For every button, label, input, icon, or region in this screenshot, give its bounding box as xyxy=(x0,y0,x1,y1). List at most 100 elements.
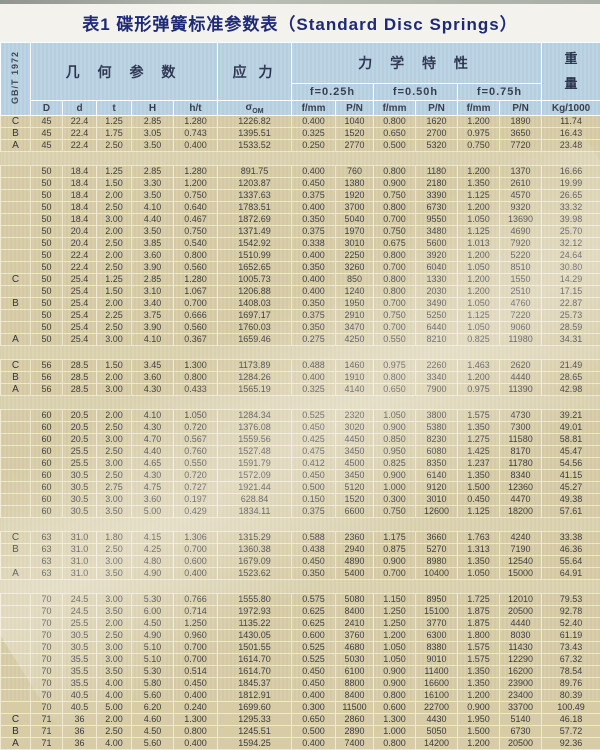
value-cell: 1565.19 xyxy=(218,384,292,396)
value-cell: 39.21 xyxy=(542,410,600,422)
value-cell: 4730 xyxy=(500,410,542,422)
value-cell: 21.49 xyxy=(542,360,600,372)
value-cell: 4500 xyxy=(336,458,374,470)
value-cell: 12290 xyxy=(500,654,542,666)
value-cell: 0.525 xyxy=(292,654,336,666)
value-cell: 4.60 xyxy=(132,714,174,726)
value-cell: 7720 xyxy=(500,140,542,152)
value-cell: 1760.03 xyxy=(218,322,292,334)
value-cell: 1173.89 xyxy=(218,360,292,372)
grade-cell xyxy=(1,482,31,494)
value-cell: 1523.62 xyxy=(218,568,292,580)
value-cell: 1.000 xyxy=(374,482,416,494)
value-cell: 1.050 xyxy=(458,214,500,226)
value-cell: 0.750 xyxy=(458,140,500,152)
value-cell: 3.50 xyxy=(97,606,132,618)
value-cell: 2890 xyxy=(336,726,374,738)
value-cell: 0.900 xyxy=(374,178,416,190)
value-cell: 31.0 xyxy=(63,544,97,556)
value-cell: 0.760 xyxy=(174,446,218,458)
value-cell: 1.050 xyxy=(374,410,416,422)
value-cell: 3.60 xyxy=(132,372,174,384)
value-cell: 0.625 xyxy=(292,618,336,630)
value-cell: 30.80 xyxy=(542,262,600,274)
value-cell: 0.350 xyxy=(292,322,336,334)
value-cell: 0.700 xyxy=(174,654,218,666)
grade-cell xyxy=(1,250,31,262)
value-cell: 0.700 xyxy=(174,544,218,556)
value-cell: 2.50 xyxy=(97,262,132,274)
grade-cell: A xyxy=(1,738,31,750)
value-cell: 4570 xyxy=(500,190,542,202)
value-cell: 1.575 xyxy=(458,654,500,666)
value-cell: 3.10 xyxy=(132,286,174,298)
value-cell: 2360 xyxy=(336,532,374,544)
grade-cell xyxy=(1,322,31,334)
value-cell: 5.10 xyxy=(132,642,174,654)
value-cell: 9010 xyxy=(416,654,458,666)
value-cell: 57.61 xyxy=(542,506,600,518)
value-cell: 3.60 xyxy=(132,494,174,506)
value-cell: 1.575 xyxy=(458,642,500,654)
value-cell: 14200 xyxy=(416,738,458,750)
value-cell: 6600 xyxy=(336,506,374,518)
value-cell: 9320 xyxy=(500,202,542,214)
value-cell: 1.125 xyxy=(458,226,500,238)
value-cell: 63 xyxy=(31,532,63,544)
value-cell: 22.4 xyxy=(63,140,97,152)
value-cell: 10400 xyxy=(416,568,458,580)
value-cell: 3.50 xyxy=(97,506,132,518)
value-cell: 1510.99 xyxy=(218,250,292,262)
value-cell: 2.00 xyxy=(97,298,132,310)
value-cell: 2.50 xyxy=(97,202,132,214)
grade-cell xyxy=(1,630,31,642)
value-cell: 3.90 xyxy=(132,262,174,274)
value-cell: 0.250 xyxy=(292,140,336,152)
value-cell: 0.743 xyxy=(174,128,218,140)
value-cell: 1572.09 xyxy=(218,470,292,482)
value-cell: 6440 xyxy=(416,322,458,334)
value-cell: 11400 xyxy=(416,666,458,678)
value-cell: 0.400 xyxy=(292,116,336,128)
value-cell: 0.825 xyxy=(374,458,416,470)
value-cell: 1.350 xyxy=(458,666,500,678)
value-cell: 1.350 xyxy=(458,678,500,690)
value-cell: 5.30 xyxy=(132,594,174,606)
value-cell: 20.5 xyxy=(63,410,97,422)
value-cell: 50 xyxy=(31,166,63,178)
value-cell: 1.125 xyxy=(458,190,500,202)
value-cell: 0.325 xyxy=(292,384,336,396)
value-cell: 25.70 xyxy=(542,226,600,238)
value-cell: 42.98 xyxy=(542,384,600,396)
value-cell: 1.050 xyxy=(374,654,416,666)
value-cell: 4.50 xyxy=(132,618,174,630)
value-cell: 0.550 xyxy=(374,334,416,346)
value-cell: 1284.26 xyxy=(218,372,292,384)
grade-cell xyxy=(1,458,31,470)
grade-cell xyxy=(1,238,31,250)
value-cell: 50 xyxy=(31,310,63,322)
value-cell: 1.150 xyxy=(374,594,416,606)
value-cell: 0.400 xyxy=(292,166,336,178)
value-cell: 2510 xyxy=(500,286,542,298)
value-cell: 56 xyxy=(31,384,63,396)
value-cell: 1.275 xyxy=(458,434,500,446)
value-cell: 40.5 xyxy=(63,702,97,714)
value-cell: 3.50 xyxy=(132,190,174,202)
value-cell: 61.19 xyxy=(542,630,600,642)
value-cell: 60 xyxy=(31,506,63,518)
value-cell: 11980 xyxy=(500,334,542,346)
value-cell: 8800 xyxy=(336,678,374,690)
value-cell: 22.4 xyxy=(63,128,97,140)
grade-cell xyxy=(1,506,31,518)
value-cell: 50 xyxy=(31,190,63,202)
value-cell: 1370 xyxy=(500,166,542,178)
value-cell: 0.450 xyxy=(292,470,336,482)
value-cell: 6140 xyxy=(416,470,458,482)
value-cell: 3660 xyxy=(416,532,458,544)
value-cell: 2.85 xyxy=(132,274,174,286)
